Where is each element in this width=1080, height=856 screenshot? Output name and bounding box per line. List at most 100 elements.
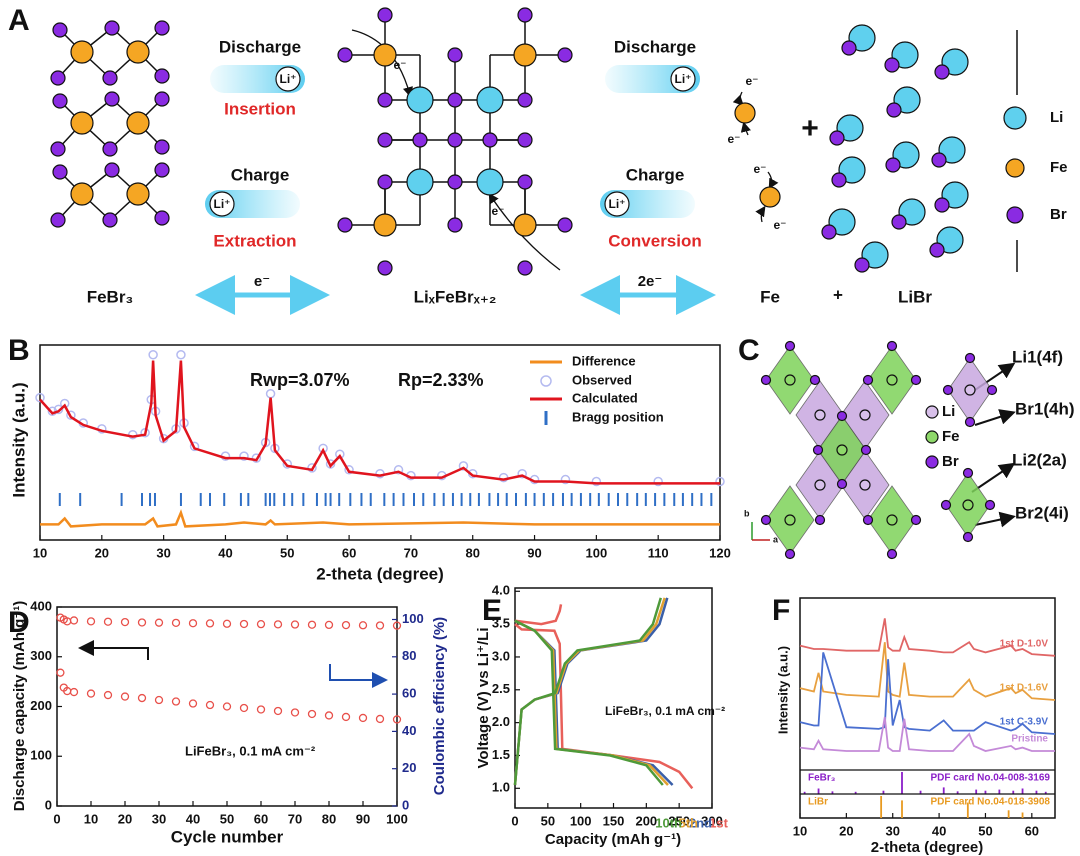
xrd-pattern [799,642,1056,701]
label: e⁻ [753,162,766,176]
observed-point [325,459,336,469]
br-atom [517,7,533,23]
br-atom [50,141,66,157]
axis-arrow [329,664,388,688]
x-tick-label: 50 [978,823,992,838]
y-axis-label: Discharge capacity (mAh g⁻¹) [11,601,28,811]
x-tick-label: 0 [511,813,518,828]
li-atom [814,479,826,491]
data-point [205,619,215,628]
annotation: Rwp=3.07% [250,370,350,390]
plot-frame [56,606,398,807]
data-point [256,705,266,714]
br-atom [102,212,118,228]
x-tick-label: 40 [218,545,232,560]
voltage-curve [513,597,664,786]
observed-point [176,350,186,360]
br-atom [829,130,845,146]
data-point [239,619,249,629]
label: Conversion [608,231,702,250]
site-arrow [974,409,1016,426]
br-atom [831,172,847,188]
data-point [154,695,164,705]
x-tick-label: 30 [156,545,170,560]
xrd-pattern [799,618,1056,657]
br-atom [154,210,170,226]
x-axis-label: Capacity (mAh g⁻¹) [545,831,681,848]
br-atom [104,162,120,178]
x-tick-label: 70 [288,811,302,826]
data-point [120,692,130,701]
data-point [358,621,368,630]
label: Discharge [219,37,301,56]
observed-point [344,465,354,475]
label: FeBr₃ [87,287,134,306]
br-atom [104,91,120,107]
panel-label: F [772,594,790,627]
br-atom [884,57,900,73]
br-atom [940,499,952,511]
y-tick-label: 0 [45,797,52,812]
data-point [69,616,79,625]
x-tick-label: 300 [701,813,723,828]
legend-marker [925,430,939,444]
li-atom [476,168,504,196]
calculated-line [39,360,720,485]
data-point [69,687,79,697]
br-atom [377,260,393,276]
legend-label: Observed [572,372,632,387]
observed-point [393,465,404,475]
fe-atom [513,213,537,237]
x-tick-label: 60 [254,811,268,826]
x-tick-label: 0 [53,811,60,826]
site-label: Br2(4i) [1015,503,1069,522]
x-tick-label: 100 [570,813,592,828]
data-point [86,689,96,698]
x-tick-label: 250 [668,813,690,828]
y-tick-label: 4.0 [492,583,510,598]
y-tick-label: 200 [30,698,52,713]
reference-card: PDF card No.04-018-3908 [930,797,1050,808]
br-atom [962,467,974,479]
axis-arrow [78,640,149,660]
annotation: LiFeBr₃, 0.1 mA cm⁻² [185,743,316,758]
axis-label: a [773,534,779,544]
data-point [392,715,402,724]
x-tick-label: 50 [280,545,294,560]
label: e⁻ [727,132,740,146]
y-tick-label: 300 [30,648,52,663]
legend-label: Li [942,403,955,420]
y-tick-label: 2.0 [492,714,510,729]
data-point [188,619,198,628]
label: e⁻ [745,74,758,88]
legend-label: 2nd [689,815,712,830]
y-tick-label: 100 [402,611,424,626]
y-tick-label: 3.5 [492,616,510,631]
series-label: 1st D-1.0V [1000,638,1049,649]
x-tick-label: 60 [342,545,356,560]
axis-label: b [744,508,750,518]
electron-arrow [755,205,766,223]
label: e⁻ [491,204,504,218]
br-atom [377,174,393,190]
label: Extraction [213,231,296,250]
br-atom [102,141,118,157]
li-atom [859,479,871,491]
site-arrow [971,462,1016,493]
br-atom [377,132,393,148]
label: e⁻ [773,218,786,232]
x-tick-label: 90 [356,811,370,826]
br-atom [836,478,848,490]
x-tick-label: 120 [709,545,731,560]
legend-label: 10th [655,815,682,830]
br-atom [836,410,848,422]
br-atom [886,340,898,352]
data-point [307,620,317,629]
data-point [256,620,266,629]
x-tick-label: 60 [1025,823,1039,838]
voltage-curve [513,597,674,786]
legend-li [1003,106,1027,130]
data-point [375,714,385,724]
legend-label: Fe [1050,159,1068,176]
